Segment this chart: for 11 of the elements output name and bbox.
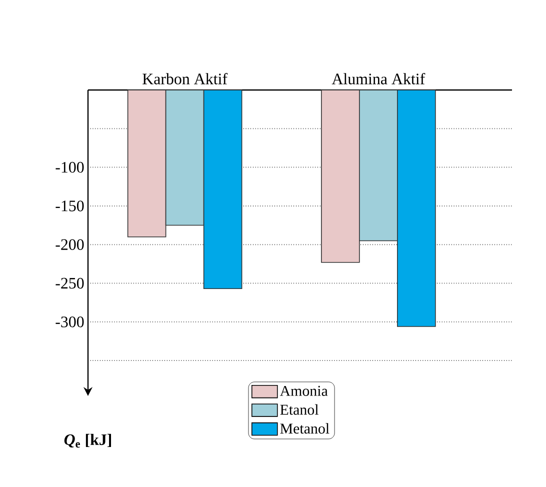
y-axis-title: Q$_{e}$ [kJ] [64,434,112,448]
y-tick-label: -250 [56,278,84,289]
y-tick-label: -200 [56,239,84,250]
y-tick-label: -150 [56,200,84,212]
legend-label: Etanol [280,404,318,415]
x-tick-label: Alumina Aktif [332,72,426,84]
legend-label: Metanol [280,423,330,434]
y-tick-label: -100 [56,162,84,173]
x-tick-label: Karbon Aktif [142,72,228,84]
legend-label: Amonia [280,386,328,396]
y-tick-label: -300 [56,316,84,328]
